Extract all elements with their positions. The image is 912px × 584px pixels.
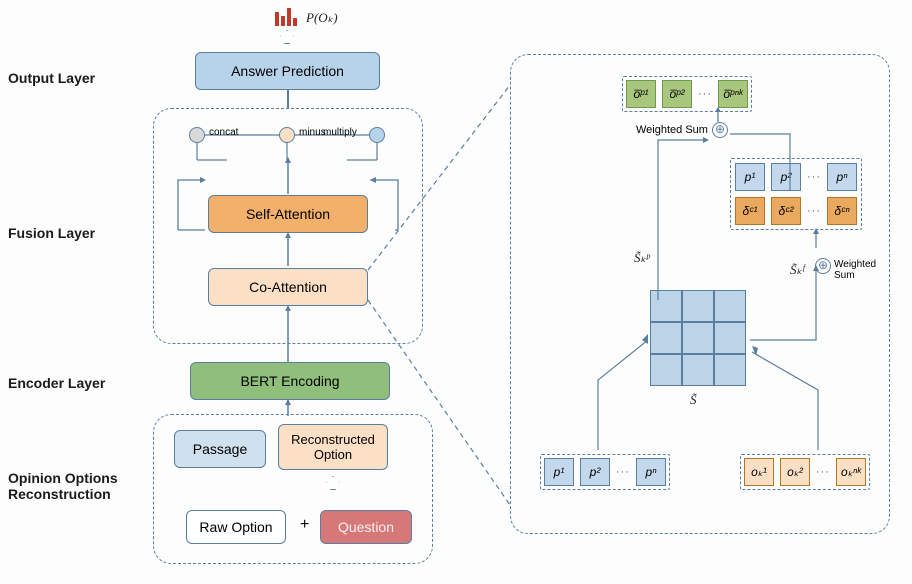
minus-label: minus [299,127,326,138]
plus-circle-b-icon: ⊕ [815,258,831,274]
token-o-b: oₖⁿᵏ [836,458,866,486]
weighted-sum-b-label: Weighted Sum [834,259,890,281]
self-attention-block: Self-Attention [208,195,368,233]
raw-option-block: Raw Option [186,510,286,544]
label-fusion-layer: Fusion Layer [8,225,148,241]
token-delta: δᶜ¹ [735,197,765,225]
token-p-b: p¹ [544,458,574,486]
question-block: Question [320,510,412,544]
token-o-b: oₖ¹ [744,458,774,486]
label-Sp: S̃ₖᵖ [634,250,650,266]
dots: ··· [816,466,830,478]
token-op: o̅ᵖ² [662,80,692,108]
concat-node-icon [189,127,205,143]
dots: ··· [616,466,630,478]
plus-label: + [300,516,309,534]
concat-label: concat [209,127,238,138]
multiply-label: multiply [323,127,357,138]
tokens-op-row: o̅ᵖ¹ o̅ᵖ² ··· o̅ᵖⁿᵏ [622,76,752,112]
reconstructed-option-block: Reconstructed Option [278,424,388,470]
token-p: p¹ [735,163,765,191]
passage-block: Passage [174,430,266,468]
answer-prediction-block: Answer Prediction [195,52,380,90]
token-delta: δᶜⁿ [827,197,857,225]
token-op: o̅ᵖⁿᵏ [718,80,748,108]
prob-label: P(Oₖ) [306,10,338,26]
bert-block: BERT Encoding [190,362,390,400]
token-delta: δᶜ² [771,197,801,225]
minus-node-icon [279,127,295,143]
weighted-sum-a-label: Weighted Sum [636,124,708,136]
p-delta-stack: p¹ p² ··· pⁿ δᶜ¹ δᶜ² ··· δᶜⁿ [730,158,862,230]
token-o-b: oₖ² [780,458,810,486]
arrow-output-icon [280,30,294,44]
tokens-p-bottom-row: p¹ p² ··· pⁿ [540,454,670,490]
token-p-b: pⁿ [636,458,666,486]
similarity-grid [650,290,746,386]
line-fusion-to-output [287,90,289,108]
dots: ··· [698,88,712,100]
dots: ··· [807,171,821,183]
label-reconstruction-layer: Opinion Options Reconstruction [8,470,148,502]
co-attention-block: Co-Attention [208,268,368,306]
plus-circle-a-icon: ⊕ [712,122,728,138]
label-output-layer: Output Layer [8,70,148,86]
label-Sc: S̃ₖᶠ [790,262,804,278]
dots: ··· [807,205,821,217]
prob-bars-icon [275,8,297,26]
multiply-node-icon [369,127,385,143]
token-p: p² [771,163,801,191]
tokens-o-bottom-row: oₖ¹ oₖ² ··· oₖⁿᵏ [740,454,870,490]
token-p-b: p² [580,458,610,486]
token-op: o̅ᵖ¹ [626,80,656,108]
label-encoder-layer: Encoder Layer [8,375,148,391]
token-p: pⁿ [827,163,857,191]
label-Stilde: S̃ [690,392,697,408]
